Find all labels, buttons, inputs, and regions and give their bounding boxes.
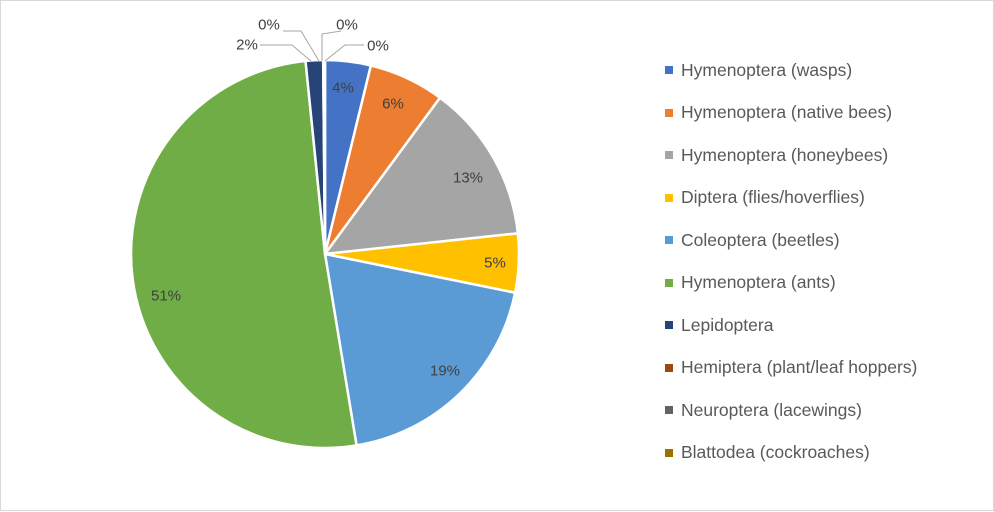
data-label-hymenoptera-native-bees: 6% xyxy=(382,96,404,113)
legend-label: Hemiptera (plant/leaf hoppers) xyxy=(681,357,918,378)
pie-slices xyxy=(129,58,521,450)
legend-item-hymenoptera-native-bees: Hymenoptera (native bees) xyxy=(665,92,917,135)
legend-item-hymenoptera-honeybees: Hymenoptera (honeybees) xyxy=(665,134,917,177)
leader-lines xyxy=(260,30,364,63)
legend-swatch xyxy=(665,278,673,287)
data-label-lepidoptera: 2% xyxy=(236,37,258,54)
legend-label: Hymenoptera (honeybees) xyxy=(681,144,889,165)
leader-line-blattodea-cockroaches xyxy=(324,44,364,62)
legend-swatch xyxy=(665,448,673,457)
legend-item-lepidoptera: Lepidoptera xyxy=(665,304,917,347)
pie-slice-blattodea-cockroaches xyxy=(323,58,327,256)
pie-slice-hymenoptera-ants xyxy=(129,59,358,450)
data-label-hymenoptera-ants: 51% xyxy=(151,288,181,305)
legend-swatch xyxy=(665,236,673,245)
legend-label: Lepidoptera xyxy=(681,314,774,335)
legend-label: Hymenoptera (native bees) xyxy=(681,102,893,123)
legend-item-blattodea-cockroaches: Blattodea (cockroaches) xyxy=(665,432,917,475)
legend-swatch xyxy=(665,108,673,117)
legend-swatch xyxy=(665,363,673,372)
data-label-hymenoptera-wasps: 4% xyxy=(332,80,354,97)
legend-item-coleoptera-beetles: Coleoptera (beetles) xyxy=(665,219,917,262)
leader-line-lepidoptera xyxy=(260,44,313,63)
data-labels: 4%6%13%5%19%51%2%0% 0%0% xyxy=(151,17,506,380)
data-label-neuroptera-lacewings: 0% xyxy=(336,17,358,34)
legend-label: Coleoptera (beetles) xyxy=(681,229,840,250)
legend-label: Blattodea (cockroaches) xyxy=(681,442,870,463)
data-label-coleoptera-beetles: 19% xyxy=(430,363,460,380)
pie-slice-hymenoptera-honeybees xyxy=(323,96,520,256)
legend-label: Hymenoptera (ants) xyxy=(681,272,836,293)
legend-item-hymenoptera-ants: Hymenoptera (ants) xyxy=(665,262,917,305)
data-label-blattodea-cockroaches: 0% xyxy=(367,38,389,55)
legend-item-hymenoptera-wasps: Hymenoptera (wasps) xyxy=(665,49,917,92)
legend-swatch xyxy=(665,151,673,160)
legend-item-hemiptera-plant-leaf-hoppers: Hemiptera (plant/leaf hoppers) xyxy=(665,347,917,390)
legend-label: Diptera (flies/hoverflies) xyxy=(681,187,865,208)
legend-label: Neuroptera (lacewings) xyxy=(681,399,862,420)
pie-slice-coleoptera-beetles xyxy=(323,252,517,447)
legend-swatch xyxy=(665,406,673,415)
legend-label: Hymenoptera (wasps) xyxy=(681,59,853,80)
data-label-hemiptera-plant-leaf-hoppers: 0% xyxy=(258,17,280,34)
legend-swatch xyxy=(665,321,673,330)
legend-swatch xyxy=(665,66,673,75)
legend-swatch xyxy=(665,193,673,202)
data-label-diptera-flies-hoverflies: 5% xyxy=(484,255,506,272)
legend-item-diptera-flies-hoverflies: Diptera (flies/hoverflies) xyxy=(665,177,917,220)
leader-line-neuroptera-lacewings xyxy=(321,30,342,61)
legend-item-neuroptera-lacewings: Neuroptera (lacewings) xyxy=(665,389,917,432)
leader-line-hemiptera-plant-leaf-hoppers xyxy=(283,30,320,62)
legend: Hymenoptera (wasps) Hymenoptera (native b… xyxy=(665,49,917,474)
data-label-hymenoptera-honeybees: 13% xyxy=(453,170,483,187)
